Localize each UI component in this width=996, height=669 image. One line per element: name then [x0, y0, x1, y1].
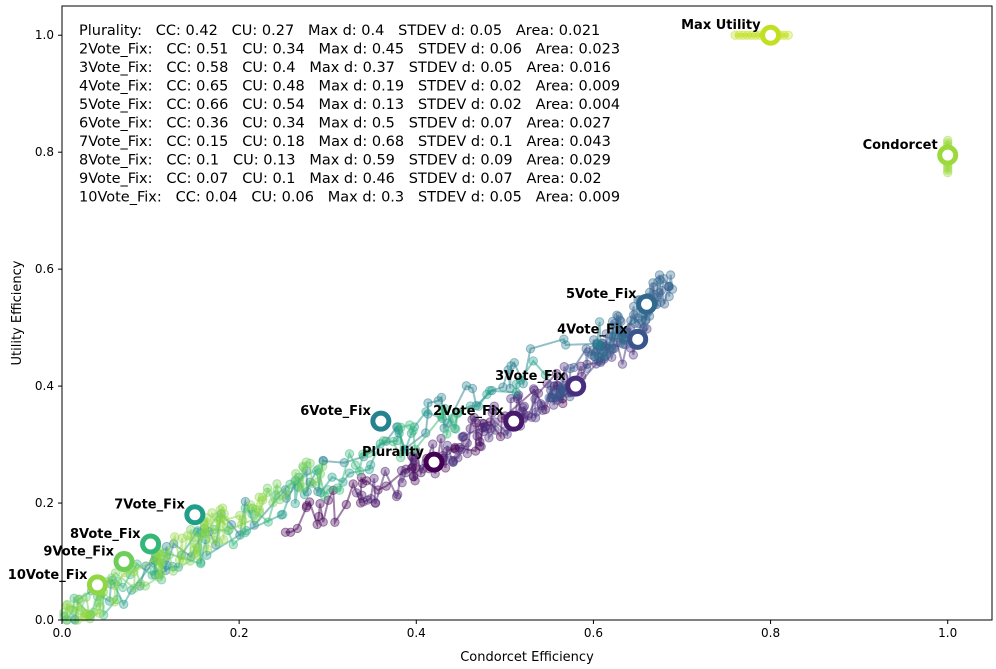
stats-line: 8Vote_Fix: CC: 0.1 CU: 0.13 Max d: 0.59 … — [79, 153, 611, 169]
x-tick-label: 1.0 — [938, 626, 957, 640]
centroid-4Vote_Fix: 4Vote_Fix — [557, 322, 649, 350]
centroid-Condorcet: Condorcet — [863, 138, 959, 166]
method-label: 8Vote_Fix — [70, 527, 141, 542]
y-tick-label: 0.8 — [35, 145, 54, 159]
method-label: Max Utility — [681, 18, 761, 33]
stats-line: Plurality: CC: 0.42 CU: 0.27 Max d: 0.4 … — [79, 23, 600, 39]
centroid-marker — [937, 144, 959, 166]
centroid-5Vote_Fix: 5Vote_Fix — [566, 287, 658, 315]
method-label: 10Vote_Fix — [8, 568, 88, 583]
x-axis-label: Condorcet Efficiency — [460, 650, 594, 665]
stats-line: 6Vote_Fix: CC: 0.36 CU: 0.34 Max d: 0.5 … — [79, 116, 611, 132]
axes-frame — [61, 5, 993, 621]
stats-line: 2Vote_Fix: CC: 0.51 CU: 0.34 Max d: 0.45… — [79, 42, 620, 58]
centroid-marker — [86, 574, 108, 596]
stats-box: Plurality: CC: 0.42 CU: 0.27 Max d: 0.4 … — [79, 23, 620, 206]
method-label: 3Vote_Fix — [495, 369, 566, 384]
trajectory-line — [433, 327, 648, 466]
stats-line: 3Vote_Fix: CC: 0.58 CU: 0.4 Max d: 0.37 … — [79, 60, 611, 76]
centroid-3Vote_Fix: 3Vote_Fix — [495, 369, 587, 397]
centroid-marker — [113, 551, 135, 573]
trajectory-line — [65, 496, 264, 621]
method-label: 4Vote_Fix — [557, 322, 628, 337]
x-tick-label: 0.8 — [761, 626, 780, 640]
method-label: 7Vote_Fix — [114, 498, 185, 513]
centroid-marker — [423, 451, 445, 473]
centroid-8Vote_Fix: 8Vote_Fix — [70, 527, 162, 555]
method-label: Condorcet — [863, 138, 938, 153]
stats-line: 5Vote_Fix: CC: 0.66 CU: 0.54 Max d: 0.13… — [79, 97, 620, 113]
method-label: 2Vote_Fix — [433, 404, 504, 419]
centroid-marker — [760, 24, 782, 46]
x-ticks: 0.0 0.2 0.4 0.6 0.8 1.0 — [52, 620, 957, 640]
x-tick-label: 0.0 — [52, 626, 71, 640]
stats-line: 7Vote_Fix: CC: 0.15 CU: 0.18 Max d: 0.68… — [79, 134, 611, 150]
centroid-marker — [636, 293, 658, 315]
y-ticks: 0.0 0.2 0.4 0.6 0.8 1.0 — [35, 28, 62, 627]
stats-line: 4Vote_Fix: CC: 0.65 CU: 0.48 Max d: 0.19… — [79, 79, 620, 95]
trajectory-line — [592, 274, 674, 359]
centroid-marker — [503, 410, 525, 432]
method-label: Plurality — [362, 445, 425, 460]
centroid-Max Utility: Max Utility — [681, 18, 782, 46]
method-label: 9Vote_Fix — [43, 545, 114, 560]
plot-area: Plurality 2Vote_Fix 3Vote_Fix 4Vote_Fix 5Vot… — [8, 18, 959, 625]
centroid-6Vote_Fix: 6Vote_Fix — [300, 404, 392, 432]
stats-line: 10Vote_Fix: CC: 0.04 CU: 0.06 Max d: 0.3… — [79, 190, 620, 206]
centroid-marker — [184, 504, 206, 526]
trajectory-line — [356, 358, 605, 504]
centroid-2Vote_Fix: 2Vote_Fix — [433, 404, 525, 432]
y-tick-label: 0.0 — [35, 613, 54, 627]
data-point — [351, 488, 362, 498]
x-tick-label: 0.6 — [584, 626, 603, 640]
centroid-marker — [565, 375, 587, 397]
centroid-7Vote_Fix: 7Vote_Fix — [114, 498, 206, 526]
axes — [61, 5, 993, 621]
centroid-marker — [370, 410, 392, 432]
centroid-marker — [627, 328, 649, 350]
y-tick-label: 0.6 — [35, 262, 54, 276]
y-tick-label: 1.0 — [35, 28, 54, 42]
centroid-9Vote_Fix: 9Vote_Fix — [43, 545, 135, 573]
y-tick-label: 0.2 — [35, 496, 54, 510]
method-label: 6Vote_Fix — [300, 404, 371, 419]
centroid-10Vote_Fix: 10Vote_Fix — [8, 568, 108, 596]
y-tick-label: 0.4 — [35, 379, 54, 393]
series-10Vote_Fix — [62, 492, 268, 625]
x-tick-label: 0.2 — [230, 626, 249, 640]
centroid-marker — [140, 533, 162, 555]
y-axis-label: Utility Efficiency — [10, 260, 25, 365]
centroid-Plurality: Plurality — [362, 445, 445, 473]
method-label: 5Vote_Fix — [566, 287, 637, 302]
x-tick-label: 0.4 — [407, 626, 426, 640]
stats-line: 9Vote_Fix: CC: 0.07 CU: 0.1 Max d: 0.46 … — [79, 171, 602, 187]
